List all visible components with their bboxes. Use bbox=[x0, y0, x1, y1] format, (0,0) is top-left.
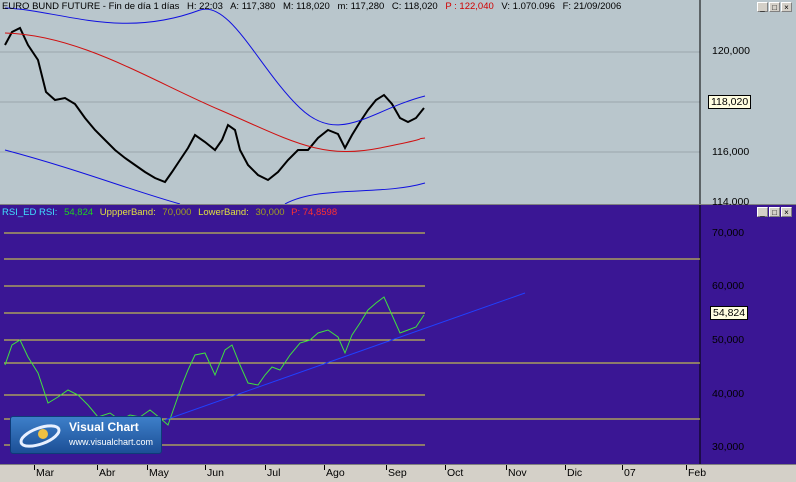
date-label: F: 21/09/2006 bbox=[562, 1, 622, 12]
minimize-button[interactable]: _ bbox=[757, 207, 768, 217]
month-label: Jun bbox=[207, 467, 224, 479]
rsi-window-buttons: _ □ × bbox=[757, 207, 792, 217]
lower-band-line bbox=[4, 149, 426, 204]
rsi-series-line bbox=[4, 296, 425, 426]
price-series-line bbox=[4, 26, 425, 184]
rsi-name-label: RSI_ED RSI: bbox=[2, 207, 58, 218]
time-label: H: 22:03 bbox=[187, 1, 223, 12]
price-axis-label: 120,000 bbox=[712, 45, 750, 57]
p-label: P : 122,040 bbox=[445, 1, 494, 12]
month-label: Mar bbox=[36, 467, 55, 479]
low-label: m: 117,280 bbox=[337, 1, 385, 12]
rsi-value-label: 54,824 bbox=[64, 207, 94, 218]
lower-band-label: LowerBand: bbox=[198, 207, 249, 218]
rsi-axis-label: 70,000 bbox=[712, 227, 745, 239]
maximize-button[interactable]: □ bbox=[769, 2, 780, 12]
maximize-button[interactable]: □ bbox=[769, 207, 780, 217]
date-axis: Mar Abr May Jun Jul Ago Sep Oct Nov Dic … bbox=[0, 464, 796, 482]
volume-label: V: 1.070.096 bbox=[501, 1, 555, 12]
rsi-info-line: RSI_ED RSI: 54,824 UppperBand: 70,000 Lo… bbox=[2, 207, 341, 218]
open-label: A: 117,380 bbox=[230, 1, 276, 12]
month-label: Dic bbox=[567, 467, 583, 479]
rsi-axis-label: 30,000 bbox=[712, 441, 745, 453]
price-chart-svg bbox=[0, 0, 701, 204]
lower-band-value: 30,000 bbox=[255, 207, 285, 218]
rsi-axis-label: 50,000 bbox=[712, 334, 745, 346]
month-label: Sep bbox=[388, 467, 407, 479]
rsi-trend-line bbox=[164, 292, 526, 421]
upper-band-label: UppperBand: bbox=[99, 207, 156, 218]
price-info-line: EURO BUND FUTURE - Fin de día 1 días H: … bbox=[2, 1, 626, 12]
price-axis-label: 116,000 bbox=[712, 146, 750, 158]
price-window-buttons: _ □ × bbox=[757, 2, 792, 12]
rsi-chart-svg bbox=[4, 205, 701, 464]
month-label: Feb bbox=[688, 467, 707, 479]
close-button[interactable]: × bbox=[781, 207, 792, 217]
rsi-last-value-box: 54,824 bbox=[710, 306, 749, 320]
upper-band-value: 70,000 bbox=[162, 207, 192, 218]
close-button[interactable]: × bbox=[781, 2, 792, 12]
month-label: Jul bbox=[267, 467, 281, 479]
symbol-label: EURO BUND FUTURE - Fin de día 1 días bbox=[2, 1, 180, 12]
month-label: 07 bbox=[624, 467, 636, 479]
close-label: C: 118,020 bbox=[391, 1, 438, 12]
price-last-value-box: 118,020 bbox=[708, 95, 752, 109]
logo-url: www.visualchart.com bbox=[69, 437, 154, 447]
price-chart-pane[interactable]: EURO BUND FUTURE - Fin de día 1 días H: … bbox=[0, 0, 796, 208]
high-label: M: 118,020 bbox=[282, 1, 330, 12]
month-label: Oct bbox=[447, 467, 464, 479]
month-label: Abr bbox=[99, 467, 116, 479]
moving-average-line bbox=[4, 32, 426, 153]
logo-title: Visual Chart bbox=[69, 420, 139, 434]
month-label: May bbox=[149, 467, 169, 479]
month-label: Nov bbox=[508, 467, 527, 479]
logo-swoosh-icon bbox=[19, 424, 61, 448]
rsi-p-label: P: 74,8598 bbox=[291, 207, 338, 218]
visual-chart-logo: Visual Chart www.visualchart.com bbox=[10, 416, 162, 454]
month-label: Ago bbox=[326, 467, 345, 479]
upper-band-line bbox=[4, 7, 426, 126]
rsi-axis-label: 40,000 bbox=[712, 388, 745, 400]
rsi-axis-label: 60,000 bbox=[712, 280, 745, 292]
minimize-button[interactable]: _ bbox=[757, 2, 768, 12]
